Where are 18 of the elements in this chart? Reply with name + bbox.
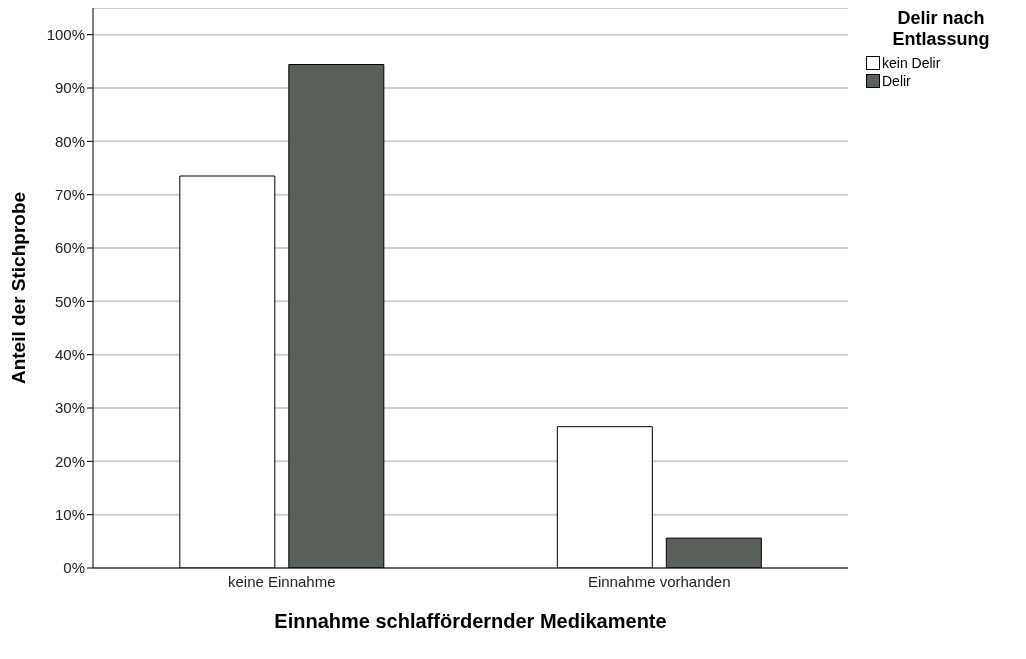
legend-label: Delir	[881, 72, 912, 90]
legend-title: Delir nach Entlassung	[891, 8, 991, 50]
x-axis-title: Einnahme schlaffördernder Medikamente	[274, 610, 667, 632]
y-tick-label: 80%	[54, 132, 85, 150]
y-tick-label: 60%	[54, 239, 85, 257]
y-axis-title: Anteil der Stichprobe	[7, 191, 29, 385]
y-tick-label: 100%	[46, 25, 85, 43]
x-tick-label: Einnahme vorhanden	[587, 572, 731, 590]
legend-label: kein Delir	[881, 54, 942, 72]
x-tick-label: keine Einnahme	[227, 572, 336, 590]
y-tick-label: 50%	[54, 292, 85, 310]
y-tick-label: 30%	[54, 399, 85, 417]
y-tick-label: 40%	[54, 345, 85, 363]
y-tick-label: 10%	[54, 505, 85, 523]
y-tick-label: 20%	[54, 452, 85, 470]
y-tick-label: 0%	[63, 559, 85, 577]
y-tick-label: 90%	[54, 79, 85, 97]
y-tick-label: 70%	[54, 185, 85, 203]
